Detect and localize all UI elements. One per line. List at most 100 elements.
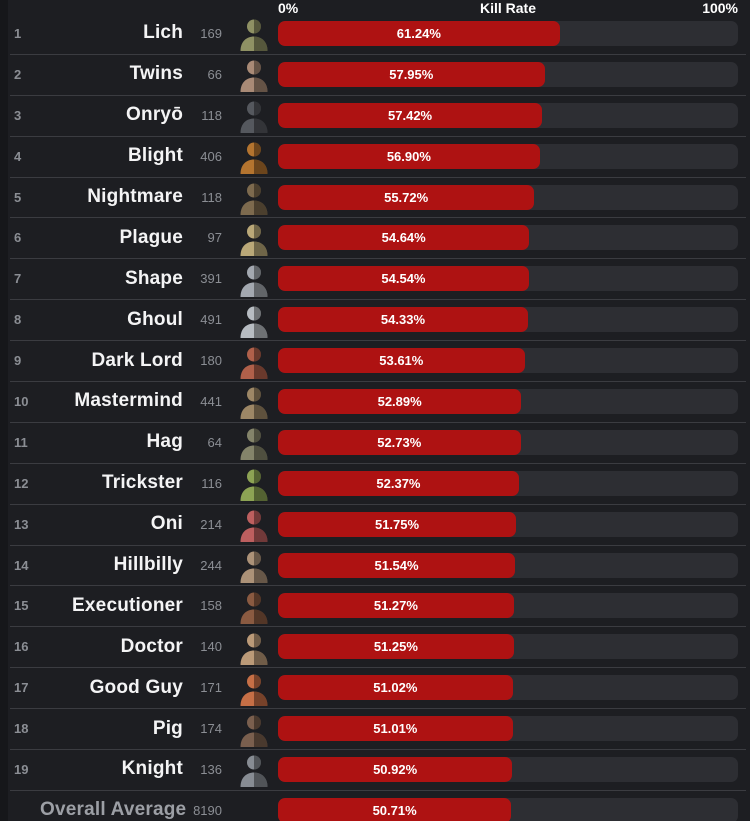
killer-row[interactable]: 1 Lich 169 61.24%	[0, 13, 750, 54]
kill-rate-value: 51.27%	[373, 598, 418, 614]
killer-name: Blight	[127, 145, 183, 167]
killer-row[interactable]: 5 Nightmare 118 55.72%	[0, 176, 750, 218]
match-count: 180	[200, 353, 222, 369]
killer-name: Nightmare	[87, 186, 183, 207]
match-count: 171	[200, 680, 222, 696]
match-count: 441	[200, 393, 222, 409]
row-rank: 2	[14, 66, 22, 82]
kill-rate-value: 54.54%	[381, 271, 426, 287]
kill-rate-value: 52.89%	[377, 393, 422, 409]
row-rank: 4	[14, 148, 22, 164]
match-count: 64	[207, 434, 222, 450]
axis-max-label: 100%	[702, 0, 738, 16]
kill-rate-value: 51.02%	[373, 680, 418, 696]
kill-rate-bar-track: 51.54%	[278, 552, 738, 578]
killer-name: Shape	[124, 267, 183, 289]
kill-rate-bar-track: 52.89%	[278, 388, 738, 414]
killer-name: Mastermind	[74, 390, 183, 412]
match-count: 391	[200, 271, 222, 287]
killer-row[interactable]: 8 Ghoul 491 54.33%	[0, 299, 750, 340]
match-count: 491	[200, 312, 222, 328]
row-rank: 10	[14, 393, 29, 409]
kill-rate-bar-track: 55.72%	[278, 184, 738, 210]
killer-row[interactable]: 11 Hag 64 52.73%	[0, 421, 750, 463]
killer-row[interactable]: 7 Shape 391 54.54%	[0, 258, 750, 299]
kill-rate-bar-fill: 54.64%	[278, 225, 530, 251]
kill-rate-value: 53.61%	[379, 353, 424, 369]
overall-average-row[interactable]: Overall Average 8190 50.71%	[0, 789, 750, 821]
lich-portrait	[236, 15, 272, 52]
killer-row[interactable]: 13 Oni 214 51.75%	[0, 503, 750, 545]
row-rank: 13	[14, 516, 29, 532]
killer-row[interactable]: 3 Onryō 118 57.42%	[0, 94, 750, 136]
rows: 1 Lich 169 61.24% 2 Twins 66	[0, 13, 750, 821]
killer-row[interactable]: 4 Blight 406 56.90%	[0, 135, 750, 177]
blight-portrait	[236, 138, 272, 175]
kill-rate-bar-track: 54.54%	[278, 266, 738, 292]
kill-rate-bar-track: 51.01%	[278, 716, 738, 742]
row-rank: 14	[14, 557, 29, 573]
killer-row[interactable]: 2 Twins 66 57.95%	[0, 53, 750, 95]
killer-name: Executioner	[72, 594, 183, 616]
killer-name: Knight	[121, 758, 183, 780]
killer-name: Good Guy	[89, 676, 183, 698]
kill-rate-bar-fill: 52.89%	[278, 388, 522, 414]
left-gutter	[0, 0, 8, 821]
kill-rate-bar-fill: 53.61%	[278, 348, 525, 374]
killer-row[interactable]: 12 Trickster 116 52.37%	[0, 462, 750, 504]
kill-rate-bar-track: 50.71%	[278, 797, 738, 821]
match-count: 158	[200, 598, 222, 614]
ghoul-portrait	[236, 302, 272, 338]
kill-rate-bar-fill: 50.71%	[278, 797, 512, 821]
kill-rate-bar-track: 56.90%	[278, 143, 738, 169]
kill-rate-value: 50.71%	[372, 802, 417, 818]
kill-rate-bar-track: 50.92%	[278, 756, 738, 782]
kill-rate-bar-track: 51.25%	[278, 634, 738, 660]
match-count: 174	[200, 721, 222, 737]
killer-row[interactable]: 19 Knight 136 50.92%	[0, 749, 750, 790]
row-rank: 7	[14, 271, 22, 287]
match-count: 140	[200, 639, 222, 655]
trickster-portrait	[236, 465, 272, 502]
kill-rate-bar-fill: 56.90%	[278, 143, 540, 169]
killer-row[interactable]: 6 Plague 97 54.64%	[0, 217, 750, 258]
row-rank: 8	[14, 312, 22, 328]
kill-rate-value: 54.64%	[381, 230, 426, 246]
killer-row[interactable]: 16 Doctor 140 51.25%	[0, 626, 750, 667]
kill-rate-value: 56.90%	[386, 148, 431, 164]
killer-row[interactable]: 17 Good Guy 171 51.02%	[0, 667, 750, 708]
kill-rate-bar-track: 51.27%	[278, 593, 738, 619]
killer-row[interactable]: 14 Hillbilly 244 51.54%	[0, 544, 750, 586]
kill-rate-value: 54.33%	[380, 312, 425, 328]
kill-rate-bar-fill: 57.42%	[278, 102, 543, 128]
hillbilly-portrait	[236, 547, 272, 584]
killer-name: Twins	[129, 63, 183, 85]
killer-name: Lich	[143, 22, 183, 44]
row-rank: 19	[14, 761, 29, 777]
kill-rate-bar-track: 52.73%	[278, 429, 738, 455]
killer-name: Ghoul	[127, 308, 183, 330]
row-rank: 1	[14, 25, 22, 41]
kill-rate-bar-track: 61.24%	[278, 20, 738, 46]
plague-portrait	[236, 220, 272, 256]
onryo-portrait	[236, 97, 272, 134]
match-count: 8190	[193, 802, 222, 818]
kill-rate-bar-fill: 52.37%	[278, 470, 519, 496]
kill-rate-value: 50.92%	[373, 761, 418, 777]
killer-name: Dark Lord	[91, 349, 183, 371]
killer-row[interactable]: 10 Mastermind 441 52.89%	[0, 381, 750, 422]
kill-rate-bar-fill: 51.54%	[278, 552, 516, 578]
kill-rate-bar-fill: 61.24%	[278, 20, 560, 46]
kill-rate-bar-fill: 54.33%	[278, 307, 528, 333]
row-rank: 3	[14, 107, 22, 123]
mastermind-portrait	[236, 383, 272, 420]
killer-row[interactable]: 9 Dark Lord 180 53.61%	[0, 340, 750, 381]
match-count: 118	[201, 189, 222, 205]
killer-row[interactable]: 18 Pig 174 51.01%	[0, 708, 750, 749]
kill-rate-bar-track: 53.61%	[278, 348, 738, 374]
killer-row[interactable]: 15 Executioner 158 51.27%	[0, 585, 750, 626]
killer-name: Pig	[152, 717, 183, 739]
kill-rate-value: 52.73%	[377, 434, 422, 450]
match-count: 136	[200, 761, 222, 777]
row-rank: 18	[14, 721, 29, 737]
